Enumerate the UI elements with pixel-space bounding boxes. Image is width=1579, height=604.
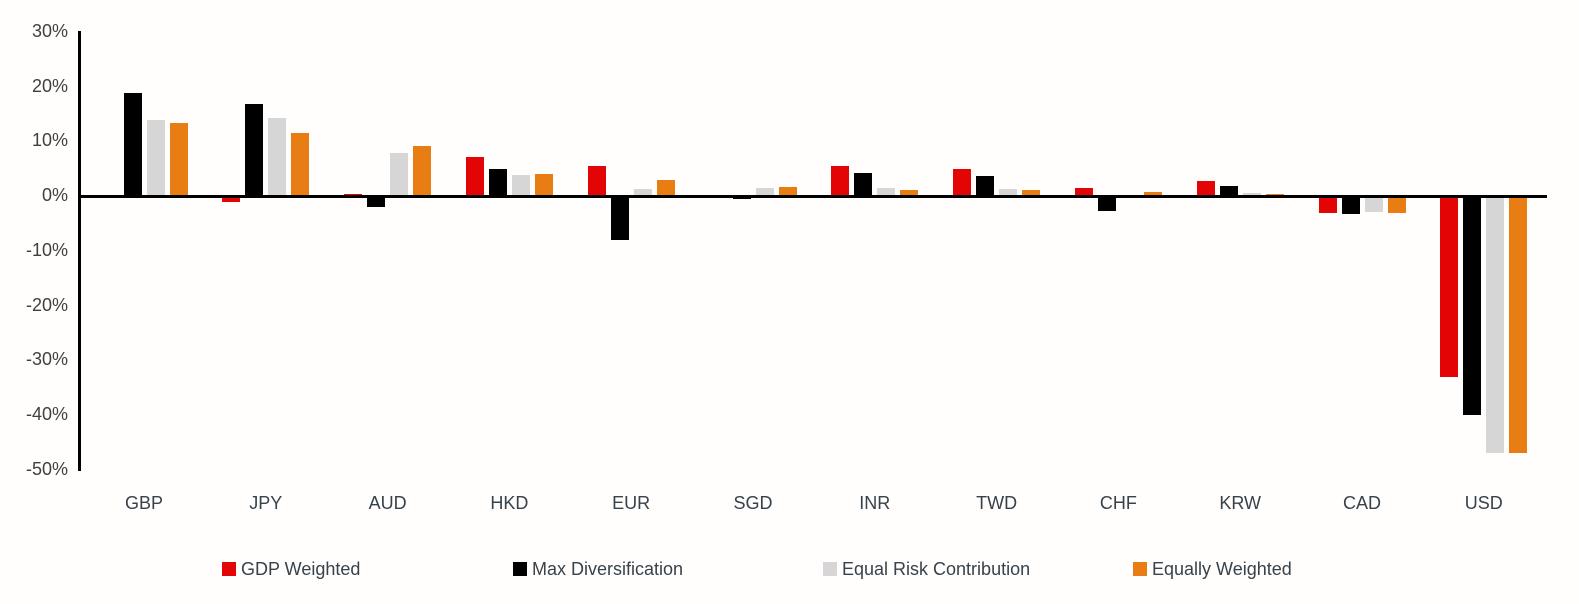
legend-item-equally-weighted: Equally Weighted [1133, 556, 1292, 582]
bar-gdp-weighted-krw [1196, 181, 1215, 197]
bar-equal-risk-contribution-hkd [511, 174, 530, 197]
bar-equal-risk-contribution-krw [1242, 192, 1261, 197]
bar-max-diversification-usd [1463, 196, 1482, 415]
x-axis-label-krw: KRW [1219, 493, 1262, 513]
bar-equal-risk-contribution-gbp [146, 120, 165, 197]
x-axis-label-chf: CHF [1099, 493, 1137, 513]
legend-label: Max Diversification [532, 558, 684, 579]
bar-equally-weighted-aud [413, 145, 432, 197]
x-axis-label-twd: TWD [976, 493, 1018, 513]
legend-item-max-diversification: Max Diversification [513, 556, 683, 582]
bar-equal-risk-contribution-usd [1486, 196, 1505, 454]
legend-item-gdp-weighted: GDP Weighted [222, 556, 360, 582]
bar-equal-risk-contribution-cad [1364, 196, 1383, 212]
y-axis-tick: 10% [31, 130, 68, 151]
bar-gdp-weighted-chf [1074, 188, 1093, 197]
legend-marker-black-square-icon [513, 562, 527, 576]
bar-equally-weighted-usd [1509, 196, 1528, 454]
y-axis-tick: 0% [41, 185, 68, 206]
x-axis-label-aud: AUD [368, 493, 407, 513]
bar-max-diversification-gbp [123, 92, 142, 197]
bar-max-diversification-eur [610, 196, 629, 241]
bar-max-diversification-krw [1219, 185, 1238, 197]
bar-equally-weighted-eur [656, 180, 675, 197]
bar-equally-weighted-jpy [291, 132, 310, 197]
legend-marker-gray-square-icon [823, 562, 837, 576]
y-axis-tick: 30% [31, 21, 68, 41]
bar-gdp-weighted-hkd [465, 157, 484, 197]
y-axis-line [78, 31, 81, 471]
y-axis-tick: -50% [25, 458, 68, 479]
bar-gdp-weighted-usd [1440, 196, 1459, 377]
bar-max-diversification-chf [1097, 196, 1116, 211]
bar-equally-weighted-chf [1143, 191, 1162, 197]
legend-label: Equally Weighted [1152, 558, 1292, 579]
bar-equal-risk-contribution-aud [390, 152, 409, 197]
bar-gdp-weighted-eur [587, 166, 606, 197]
x-axis-zero-line [78, 195, 1547, 198]
bar-gdp-weighted-jpy [222, 196, 241, 202]
bar-max-diversification-jpy [245, 103, 264, 197]
y-axis-tick: -40% [25, 403, 68, 424]
legend-marker-red-square-icon [222, 562, 236, 576]
bar-equally-weighted-sgd [778, 186, 797, 197]
bar-equal-risk-contribution-inr [877, 188, 896, 197]
bar-max-diversification-cad [1341, 196, 1360, 214]
bar-max-diversification-inr [854, 173, 873, 197]
bar-equally-weighted-twd [1022, 190, 1041, 197]
bar-equally-weighted-cad [1387, 196, 1406, 213]
bar-equally-weighted-hkd [534, 174, 553, 197]
legend-item-equal-risk-contribution: Equal Risk Contribution [823, 556, 1030, 582]
x-axis-label-cad: CAD [1342, 493, 1381, 513]
bar-max-diversification-aud [367, 196, 386, 208]
legend-marker-orange-square-icon [1133, 562, 1147, 576]
x-axis-label-sgd: SGD [733, 493, 773, 513]
x-axis-label-gbp: GBP [124, 493, 163, 513]
legend-label: Equal Risk Contribution [842, 558, 1031, 579]
bar-gdp-weighted-twd [953, 169, 972, 197]
y-axis-tick: -30% [25, 349, 68, 370]
bar-gdp-weighted-cad [1318, 196, 1337, 213]
bar-equally-weighted-gbp [169, 122, 188, 197]
y-axis-tick: 20% [31, 75, 68, 96]
legend-label: GDP Weighted [241, 558, 361, 579]
bar-equally-weighted-inr [900, 189, 919, 197]
bar-max-diversification-twd [976, 176, 995, 197]
bar-equal-risk-contribution-twd [999, 189, 1018, 197]
x-axis-label-eur: EUR [612, 493, 651, 513]
x-axis-label-hkd: HKD [490, 493, 529, 513]
bar-equal-risk-contribution-jpy [268, 118, 287, 197]
bar-equal-risk-contribution-sgd [755, 188, 774, 197]
y-axis-tick: -10% [25, 239, 68, 260]
bar-gdp-weighted-inr [831, 165, 850, 197]
legend: GDP Weighted Max Diversification Equal R… [0, 556, 1579, 582]
bar-max-diversification-hkd [488, 169, 507, 197]
bar-equal-risk-contribution-eur [633, 189, 652, 197]
x-axis-label-jpy: JPY [249, 493, 283, 513]
x-axis-label-usd: USD [1464, 493, 1503, 513]
x-axis-label-inr: INR [859, 493, 891, 513]
y-axis-tick: -20% [25, 294, 68, 315]
